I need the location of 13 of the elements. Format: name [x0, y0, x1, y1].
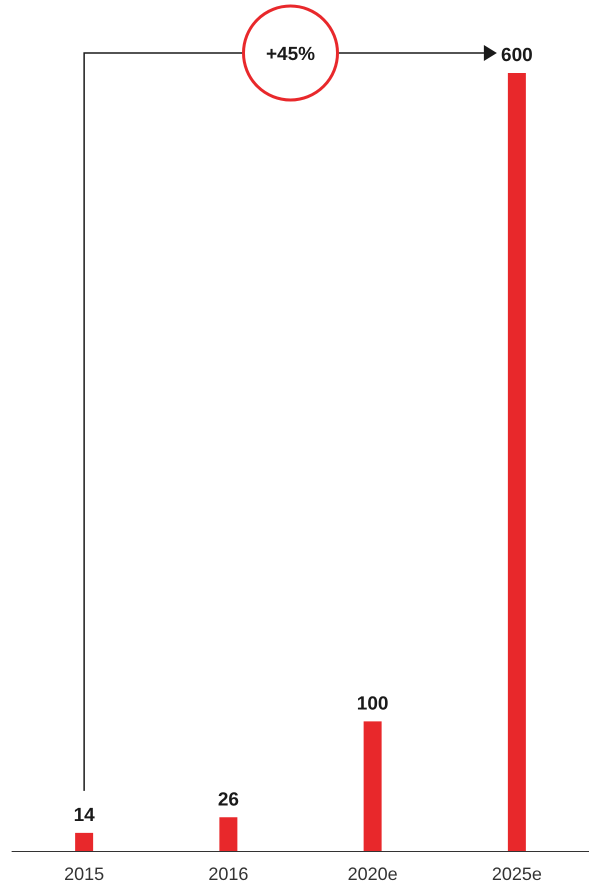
bar — [75, 832, 94, 851]
bar — [508, 73, 526, 851]
data-label: 600 — [501, 45, 533, 66]
x-tick-label: 2016 — [208, 864, 248, 884]
x-tick-label: 2015 — [64, 864, 104, 884]
x-tick-label: 2025e — [492, 864, 542, 884]
bar — [219, 817, 238, 851]
x-tick-label: 2020e — [348, 864, 398, 884]
data-label: 26 — [218, 789, 239, 810]
bar — [364, 721, 382, 851]
data-label: 14 — [74, 804, 96, 826]
data-label: 100 — [356, 693, 388, 714]
text: +45% — [266, 44, 316, 65]
